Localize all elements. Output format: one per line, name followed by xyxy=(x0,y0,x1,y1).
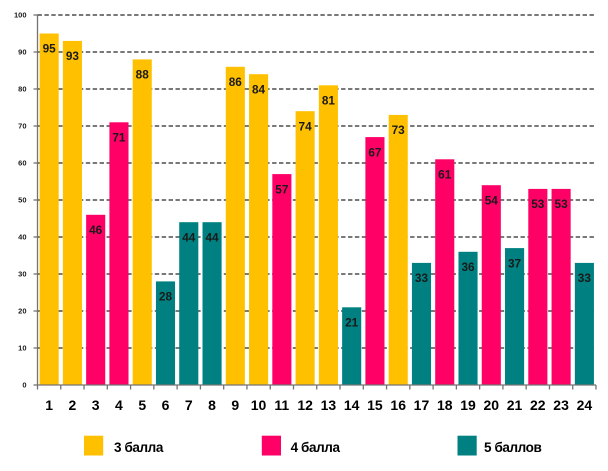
svg-text:21: 21 xyxy=(345,316,359,330)
svg-text:15: 15 xyxy=(367,397,383,413)
svg-text:70: 70 xyxy=(18,122,26,131)
svg-text:13: 13 xyxy=(321,397,337,413)
svg-text:20: 20 xyxy=(483,397,499,413)
svg-text:37: 37 xyxy=(508,256,522,270)
svg-text:88: 88 xyxy=(136,68,150,82)
svg-text:23: 23 xyxy=(553,397,569,413)
svg-text:5: 5 xyxy=(138,397,146,413)
svg-text:8: 8 xyxy=(208,397,216,413)
svg-text:71: 71 xyxy=(112,131,126,145)
svg-text:67: 67 xyxy=(368,145,382,159)
svg-text:90: 90 xyxy=(18,48,26,57)
svg-text:7: 7 xyxy=(185,397,193,413)
svg-text:11: 11 xyxy=(274,397,289,413)
svg-text:57: 57 xyxy=(275,182,289,196)
svg-text:19: 19 xyxy=(460,397,476,413)
svg-text:9: 9 xyxy=(231,397,239,413)
svg-text:81: 81 xyxy=(322,94,336,108)
svg-text:80: 80 xyxy=(18,85,26,94)
svg-text:24: 24 xyxy=(577,397,593,413)
svg-text:28: 28 xyxy=(159,290,173,304)
svg-text:54: 54 xyxy=(485,193,499,207)
svg-text:95: 95 xyxy=(43,42,57,56)
svg-text:3: 3 xyxy=(92,397,100,413)
svg-text:16: 16 xyxy=(390,397,406,413)
svg-text:4: 4 xyxy=(115,397,123,413)
svg-text:61: 61 xyxy=(438,168,452,182)
svg-text:6: 6 xyxy=(162,397,170,413)
svg-text:36: 36 xyxy=(461,260,475,274)
svg-text:44: 44 xyxy=(182,230,196,244)
svg-text:30: 30 xyxy=(18,270,26,279)
svg-text:73: 73 xyxy=(392,123,406,137)
svg-text:14: 14 xyxy=(344,397,360,413)
svg-text:17: 17 xyxy=(414,397,430,413)
svg-text:84: 84 xyxy=(252,82,266,96)
svg-text:74: 74 xyxy=(299,119,313,133)
svg-text:22: 22 xyxy=(530,397,546,413)
svg-text:12: 12 xyxy=(297,397,313,413)
svg-text:20: 20 xyxy=(18,307,26,316)
svg-text:4 балла: 4 балла xyxy=(291,440,341,455)
svg-text:60: 60 xyxy=(18,159,26,168)
svg-text:1: 1 xyxy=(45,397,53,413)
svg-text:86: 86 xyxy=(229,75,243,89)
svg-text:5 баллов: 5 баллов xyxy=(484,440,542,455)
svg-text:46: 46 xyxy=(89,223,103,237)
svg-text:53: 53 xyxy=(555,197,569,211)
svg-text:2: 2 xyxy=(69,397,77,413)
svg-text:53: 53 xyxy=(531,197,545,211)
svg-text:3 балла: 3 балла xyxy=(114,440,164,455)
svg-text:40: 40 xyxy=(18,233,26,242)
svg-text:44: 44 xyxy=(205,230,219,244)
svg-text:50: 50 xyxy=(18,196,26,205)
svg-text:10: 10 xyxy=(18,344,26,353)
svg-text:18: 18 xyxy=(437,397,453,413)
svg-text:0: 0 xyxy=(22,381,26,390)
svg-text:93: 93 xyxy=(66,49,80,63)
svg-text:10: 10 xyxy=(251,397,267,413)
svg-text:33: 33 xyxy=(578,271,592,285)
svg-text:100: 100 xyxy=(14,11,27,20)
svg-text:33: 33 xyxy=(415,271,429,285)
svg-text:21: 21 xyxy=(507,397,523,413)
